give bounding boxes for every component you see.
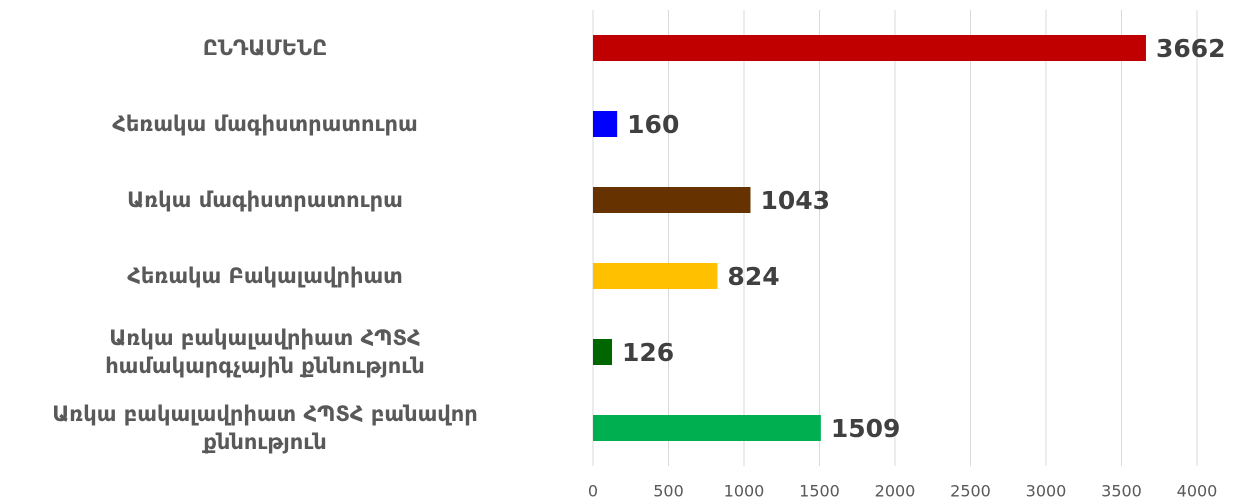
- category-label: Հեռակա մագիստրատուրա: [112, 112, 418, 136]
- bar: [593, 35, 1146, 61]
- data-label: 1043: [760, 186, 830, 215]
- data-label: 1509: [831, 414, 901, 443]
- data-label: 160: [627, 110, 679, 139]
- category-label: Հեռակա Բակալավրիատ: [127, 264, 403, 288]
- x-tick-label: 500: [653, 482, 684, 501]
- data-label: 126: [622, 338, 674, 367]
- bar: [593, 263, 718, 289]
- category-label: Առկա բակալավրիատ ՀՊՏՀ համակարգչային քննո…: [105, 326, 425, 378]
- bar: [593, 187, 751, 213]
- category-label: Առկա բակալավրիատ ՀՊՏՀ բանավոր քննություն: [52, 402, 478, 454]
- x-tick-label: 2500: [950, 482, 991, 501]
- category-label: ԸՆԴԱՄԵՆԸ: [202, 36, 328, 60]
- x-tick-label: 3000: [1026, 482, 1067, 501]
- bar: [593, 415, 821, 441]
- x-tick-label: 0: [588, 482, 598, 501]
- x-tick-label: 2000: [875, 482, 916, 501]
- bar: [593, 111, 618, 137]
- x-tick-label: 1000: [724, 482, 765, 501]
- data-label: 824: [727, 262, 779, 291]
- data-label: 3662: [1156, 34, 1226, 63]
- x-tick-label: 4000: [1177, 482, 1218, 501]
- category-label: Առկա մագիստրատուրա: [127, 188, 403, 212]
- x-tick-label: 3500: [1101, 482, 1142, 501]
- x-tick-label: 1500: [799, 482, 840, 501]
- bar: [593, 339, 613, 365]
